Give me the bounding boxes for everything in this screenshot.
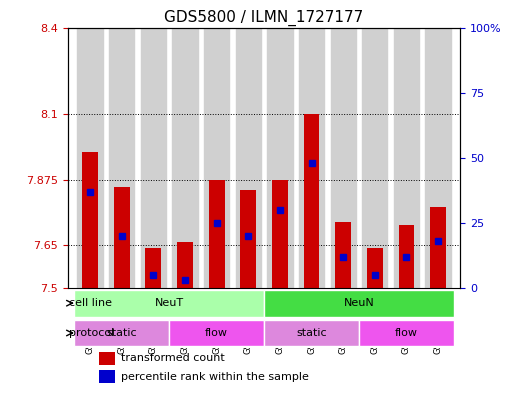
Bar	[145, 248, 161, 288]
Bar	[241, 190, 256, 288]
Bar	[141, 28, 166, 288]
FancyBboxPatch shape	[264, 320, 359, 346]
Bar	[335, 222, 351, 288]
Text: flow: flow	[395, 328, 418, 338]
Bar	[177, 242, 193, 288]
Bar	[114, 187, 130, 288]
FancyBboxPatch shape	[359, 320, 454, 346]
Text: transformed count: transformed count	[121, 353, 225, 363]
FancyBboxPatch shape	[169, 320, 264, 346]
Text: cell line: cell line	[69, 298, 111, 308]
Bar	[173, 28, 198, 288]
FancyBboxPatch shape	[74, 320, 169, 346]
FancyBboxPatch shape	[74, 290, 264, 317]
Bar	[299, 28, 324, 288]
Bar	[236, 28, 261, 288]
Bar	[367, 248, 383, 288]
Text: static: static	[107, 328, 137, 338]
Bar	[99, 370, 115, 383]
Title: GDS5800 / ILMN_1727177: GDS5800 / ILMN_1727177	[165, 10, 363, 26]
Bar	[77, 28, 103, 288]
Text: NeuT: NeuT	[155, 298, 184, 308]
Bar	[425, 28, 451, 288]
Bar	[204, 28, 229, 288]
Bar	[82, 152, 98, 288]
Text: flow: flow	[205, 328, 228, 338]
Bar	[399, 224, 414, 288]
Bar	[209, 180, 224, 288]
Bar	[272, 180, 288, 288]
Text: percentile rank within the sample: percentile rank within the sample	[121, 372, 309, 382]
Text: static: static	[296, 328, 327, 338]
Bar	[362, 28, 388, 288]
FancyBboxPatch shape	[264, 290, 454, 317]
Bar	[99, 352, 115, 365]
Bar	[109, 28, 134, 288]
Bar	[331, 28, 356, 288]
Bar	[430, 207, 446, 288]
Text: NeuN: NeuN	[344, 298, 374, 308]
Text: protocol: protocol	[69, 328, 114, 338]
Bar	[267, 28, 292, 288]
Bar	[304, 114, 320, 288]
Bar	[394, 28, 419, 288]
